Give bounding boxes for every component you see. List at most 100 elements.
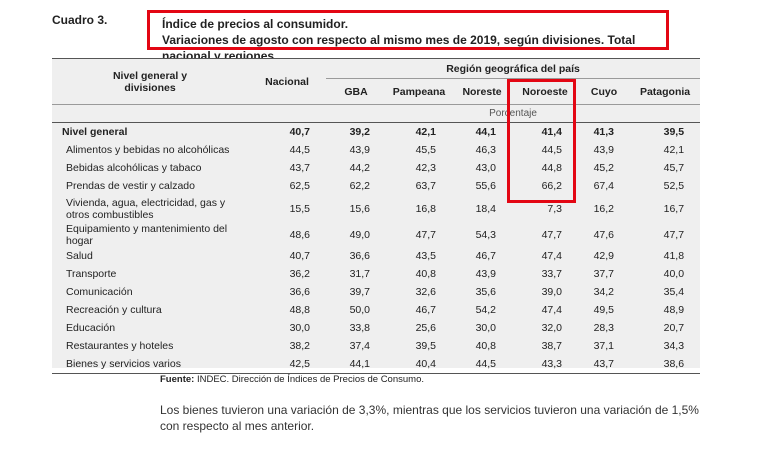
cell-value: 43,9 <box>349 144 370 156</box>
source-note: Fuente: INDEC. Dirección de Índices de P… <box>160 374 424 385</box>
cell-value: 37,4 <box>349 340 370 352</box>
cell-value: 42,9 <box>593 250 614 262</box>
unit-label: Porcentaje <box>489 108 537 119</box>
cell-value: 38,6 <box>630 355 701 374</box>
cell-value: 32,0 <box>541 322 562 334</box>
cell-value: 38,7 <box>541 340 562 352</box>
table-row: Educación 30,0 33,8 25,6 30,0 32,0 28,3 … <box>52 319 700 337</box>
table-row: Alimentos y bebidas no alcohólicas 44,5 … <box>52 141 700 159</box>
col-header-nacional: Nacional <box>248 58 326 105</box>
table-row: Restaurantes y hoteles 38,2 37,4 39,5 40… <box>52 337 700 355</box>
cell-value: 41,3 <box>578 122 630 141</box>
row-label: Comunicación <box>66 286 133 298</box>
cell-value: 46,3 <box>475 144 496 156</box>
table-row: Salud 40,7 36,6 43,5 46,7 47,4 42,9 41,8 <box>52 247 700 265</box>
cell-value: 49,0 <box>349 229 370 241</box>
col-header-noroeste: Noroeste <box>512 78 578 105</box>
cell-value: 44,2 <box>349 162 370 174</box>
cell-value: 63,7 <box>415 180 436 192</box>
cell-value: 25,6 <box>415 322 436 334</box>
cell-value: 43,9 <box>593 144 614 156</box>
table-row: Prendas de vestir y calzado 62,5 62,2 63… <box>52 177 700 195</box>
row-label: Bebidas alcohólicas y tabaco <box>66 162 202 174</box>
cell-value: 39,2 <box>326 122 386 141</box>
cell-value: 43,0 <box>475 162 496 174</box>
cell-value: 43,7 <box>289 162 310 174</box>
cell-value: 49,5 <box>593 304 614 316</box>
table-row: Recreación y cultura 48,8 50,0 46,7 54,2… <box>52 301 700 319</box>
col-group-regions: Región geográfica del país <box>326 58 701 79</box>
cell-value: 40,8 <box>415 268 436 280</box>
row-label: Transporte <box>66 268 117 280</box>
cell-value: 48,6 <box>289 229 310 241</box>
cell-value: 33,7 <box>541 268 562 280</box>
col-header-patagonia: Patagonia <box>630 78 701 105</box>
cell-value: 48,9 <box>663 304 685 316</box>
row-label: Educación <box>66 322 116 334</box>
cell-value: 30,0 <box>475 322 496 334</box>
cell-value: 46,7 <box>415 304 436 316</box>
cell-value: 45,7 <box>663 162 685 174</box>
cell-value: 42,3 <box>415 162 436 174</box>
cell-value: 16,8 <box>415 203 436 215</box>
cell-value: 40,7 <box>289 250 310 262</box>
table-number: Cuadro 3. <box>52 13 108 27</box>
cell-value: 62,5 <box>289 180 310 192</box>
source-label: Fuente: <box>160 374 195 385</box>
row-label: Nivel general <box>52 122 248 141</box>
cell-value: 39,0 <box>541 286 562 298</box>
cell-value: 47,4 <box>541 250 562 262</box>
cell-value: 28,3 <box>593 322 614 334</box>
cell-value: 35,4 <box>663 286 685 298</box>
table-title-box: Índice de precios al consumidor. Variaci… <box>147 10 669 63</box>
cpi-table: Nivel general y divisiones Nacional Regi… <box>52 58 701 374</box>
cell-value: 7,3 <box>547 203 562 215</box>
cell-value: 38,2 <box>289 340 310 352</box>
cell-value: 33,8 <box>349 322 370 334</box>
cell-value: 47,4 <box>541 304 562 316</box>
table-row: Bebidas alcohólicas y tabaco 43,7 44,2 4… <box>52 159 700 177</box>
cell-value: 15,6 <box>349 203 370 215</box>
cell-value: 32,6 <box>415 286 436 298</box>
cell-value: 41,8 <box>663 250 685 262</box>
cell-value: 39,7 <box>349 286 370 298</box>
col-header-pampeana: Pampeana <box>386 78 452 105</box>
cell-value: 16,2 <box>593 203 614 215</box>
cell-value: 44,8 <box>541 162 562 174</box>
cell-value: 45,5 <box>415 144 436 156</box>
cell-value: 39,5 <box>415 340 436 352</box>
cell-value: 40,8 <box>475 340 496 352</box>
cell-value: 47,7 <box>541 229 562 241</box>
cell-value: 42,1 <box>386 122 452 141</box>
cell-value: 47,7 <box>415 229 436 241</box>
cell-value: 44,1 <box>452 122 512 141</box>
row-label: Vivienda, agua, electricidad, gas y otro… <box>66 197 226 221</box>
row-label: Equipamiento y mantenimiento del hogar <box>66 223 228 247</box>
cell-value: 66,2 <box>541 180 562 192</box>
cell-value: 43,7 <box>578 355 630 374</box>
cell-value: 34,3 <box>663 340 685 352</box>
col-header-divisions: Nivel general y divisiones <box>52 58 248 105</box>
cell-value: 55,6 <box>475 180 496 192</box>
table-row: Transporte 36,2 31,7 40,8 43,9 33,7 37,7… <box>52 265 700 283</box>
cell-value: 54,3 <box>475 229 496 241</box>
table-title-line1: Índice de precios al consumidor. <box>162 17 349 31</box>
cell-value: 37,1 <box>593 340 614 352</box>
table-row: Bienes y servicios varios 42,5 44,1 40,4… <box>52 355 701 374</box>
cell-value: 45,2 <box>593 162 614 174</box>
cell-value: 52,5 <box>663 180 685 192</box>
cell-value: 43,5 <box>415 250 436 262</box>
cell-value: 36,2 <box>289 268 310 280</box>
row-label: Recreación y cultura <box>66 304 162 316</box>
cell-value: 39,5 <box>630 122 701 141</box>
cell-value: 34,2 <box>593 286 614 298</box>
body-paragraph: Los bienes tuvieron una variación de 3,3… <box>160 403 699 433</box>
cell-value: 50,0 <box>349 304 370 316</box>
table-row: Comunicación 36,6 39,7 32,6 35,6 39,0 34… <box>52 283 700 301</box>
cell-value: 67,4 <box>593 180 614 192</box>
table-row: Equipamiento y mantenimiento del hogar 4… <box>52 223 700 247</box>
cell-value: 36,6 <box>289 286 310 298</box>
cell-value: 43,9 <box>475 268 496 280</box>
cell-value: 44,5 <box>452 355 512 374</box>
cpi-table-area: Nivel general y divisiones Nacional Regi… <box>52 58 701 374</box>
